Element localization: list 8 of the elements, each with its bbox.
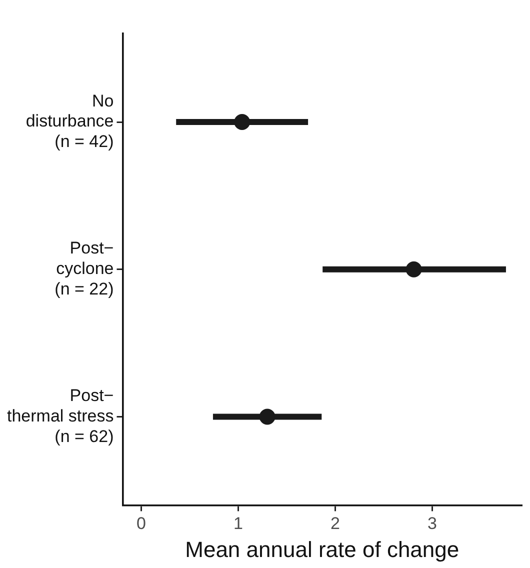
y-tick-label: Post− thermal stress (n = 62)	[7, 386, 114, 446]
x-tick-label: 3	[428, 514, 437, 534]
x-tick-label: 2	[330, 514, 340, 534]
y-tick-label: No disturbance (n = 42)	[26, 91, 114, 152]
x-tick-label: 1	[233, 514, 243, 534]
x-tick-label: 0	[136, 514, 146, 534]
y-tick-label: Post− cyclone (n = 22)	[54, 238, 114, 298]
x-axis-title: Mean annual rate of change	[185, 536, 460, 562]
